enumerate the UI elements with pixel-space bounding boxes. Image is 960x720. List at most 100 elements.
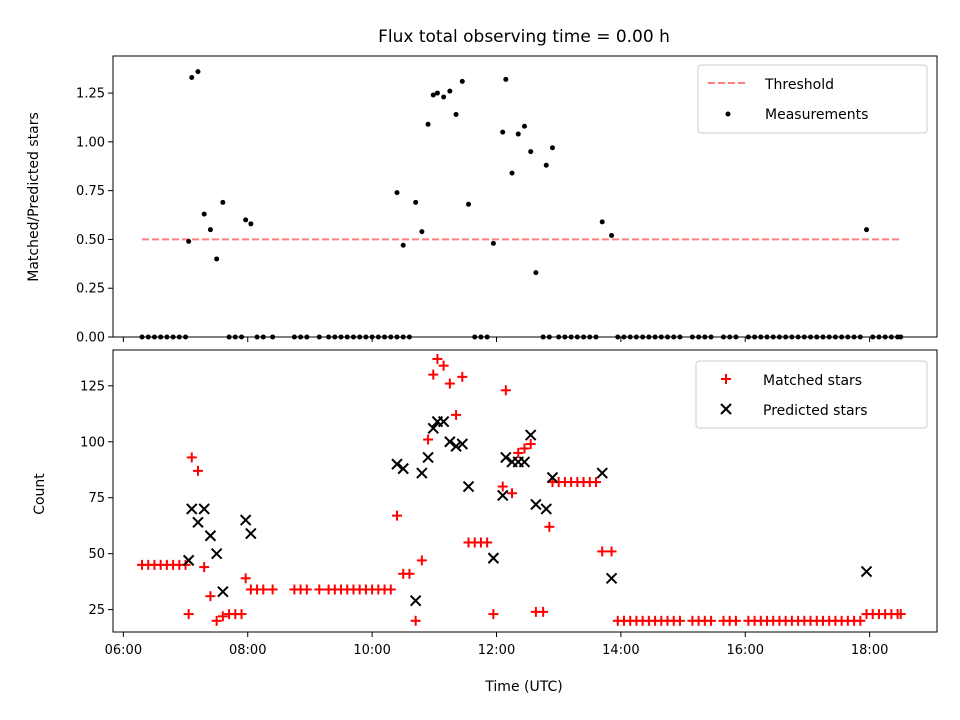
measurement-point: [419, 229, 425, 235]
matched-star-point: [444, 378, 455, 389]
matched-star-point: [451, 409, 462, 420]
predicted-star-point: [500, 451, 512, 464]
bottom-y-tick-label: 75: [88, 491, 105, 506]
matched-star-point: [428, 369, 439, 380]
matched-star-point: [404, 568, 415, 579]
measurement-point: [503, 76, 509, 82]
measurement-point: [195, 69, 201, 75]
matched-star-point: [538, 606, 549, 617]
matched-star-point: [438, 360, 449, 371]
predicted-star-point: [530, 498, 542, 511]
predicted-star-point: [427, 422, 439, 435]
predicted-star-point: [437, 415, 450, 428]
matched-star-point: [391, 510, 402, 521]
top-chart-title: Flux total observing time = 0.00 h: [378, 27, 670, 47]
matched-star-point: [706, 615, 717, 626]
legend-predicted-swatch: [720, 403, 732, 415]
legend-threshold-label: Threshold: [764, 77, 834, 93]
measurement-point: [434, 90, 440, 96]
matched-star-point: [423, 434, 434, 445]
top-y-tick-label: 0.25: [76, 282, 105, 297]
measurement-point: [459, 78, 465, 84]
measurement-point: [425, 121, 431, 127]
measurement-point: [509, 170, 515, 176]
predicted-star-point: [397, 462, 409, 475]
matched-star-point: [192, 465, 203, 476]
predicted-star-point: [462, 480, 475, 493]
predicted-star-point: [192, 516, 204, 529]
matched-star-point: [432, 353, 443, 364]
matched-star-point: [513, 447, 524, 458]
bottom-x-tick-label: 08:00: [229, 643, 266, 658]
legend-measurements-swatch: [725, 111, 731, 117]
matched-star-point: [590, 477, 601, 488]
top-panel: 0.00 0.25 0.50 0.75 1.00 1.25 Matched/Predict…: [26, 55, 938, 346]
legend-measurements-label: Measurements: [765, 107, 868, 123]
measurement-point: [609, 233, 615, 239]
matched-star-point: [525, 439, 536, 449]
measurement-point: [214, 256, 220, 262]
measurement-point: [490, 240, 496, 246]
matched-star-point: [314, 584, 325, 595]
measurement-point: [189, 74, 195, 80]
bottom-legend-box: [695, 360, 928, 429]
measurement-point: [220, 199, 226, 205]
matched-star-point: [606, 546, 617, 557]
matched-star-point: [385, 584, 396, 595]
predicted-star-point: [186, 503, 198, 515]
matched-star-point: [674, 615, 685, 626]
top-y-axis-label: Matched/Predicted stars: [26, 112, 42, 282]
top-legend: Threshold Measurements: [697, 64, 928, 134]
predicted-star-point: [210, 547, 223, 560]
legend-x-marker: [720, 403, 732, 415]
measurement-point: [466, 201, 472, 207]
predicted-star-point: [487, 552, 500, 564]
bottom-x-tick-label: 14:00: [602, 643, 639, 658]
top-legend-box: [697, 64, 928, 134]
matched-star-point: [258, 584, 269, 595]
top-y-tick-label: 1.00: [76, 135, 105, 150]
measurement-point: [394, 190, 400, 196]
top-y-tick-label: 0.75: [76, 184, 105, 199]
predicted-star-point: [605, 572, 618, 584]
bottom-plot-frame: [112, 349, 938, 633]
predicted-star-point: [409, 594, 422, 607]
matched-star-point: [488, 609, 499, 620]
bottom-y-tick-label: 100: [80, 435, 105, 450]
measurement-point: [447, 88, 453, 94]
top-y-tick-label: 0.50: [76, 233, 105, 248]
predicted-star-point: [518, 456, 531, 468]
measurement-point: [528, 149, 534, 155]
predicted-star-point: [497, 489, 509, 502]
measurement-point: [543, 162, 549, 168]
bottom-x-axis-label: Time (UTC): [484, 679, 562, 695]
bottom-y-tick-label: 25: [88, 603, 105, 618]
matched-star-point: [457, 371, 468, 382]
bottom-x-tick-label: 10:00: [353, 643, 390, 658]
measurement-point: [400, 242, 406, 248]
measurement-point: [186, 238, 192, 244]
predicted-star-point: [239, 514, 252, 526]
legend-matched-swatch: [721, 374, 731, 384]
matched-star-point: [240, 573, 251, 584]
predicted-stars-points: [182, 415, 873, 607]
top-y-ticks: 0.00 0.25 0.50 0.75 1.00 1.25: [76, 87, 113, 346]
measurement-point: [549, 145, 555, 151]
top-y-tick-label: 1.25: [76, 87, 105, 102]
predicted-star-point: [416, 467, 428, 479]
matched-star-point: [236, 609, 247, 620]
matched-star-point: [267, 584, 278, 595]
matched-star-point: [183, 609, 194, 620]
predicted-star-point: [198, 503, 210, 515]
matched-star-point: [519, 443, 530, 454]
bottom-x-tick-label: 06:00: [105, 643, 142, 658]
bottom-y-tick-label: 125: [80, 379, 105, 394]
predicted-star-point: [422, 451, 434, 464]
measurement-point: [500, 129, 506, 135]
measurement-point: [864, 227, 870, 233]
bottom-y-axis-label: Count: [32, 473, 48, 515]
measurement-point: [441, 94, 447, 100]
measurement-point: [430, 92, 436, 98]
measurement-point: [207, 227, 213, 233]
top-y-tick-label: 0.00: [76, 331, 105, 346]
